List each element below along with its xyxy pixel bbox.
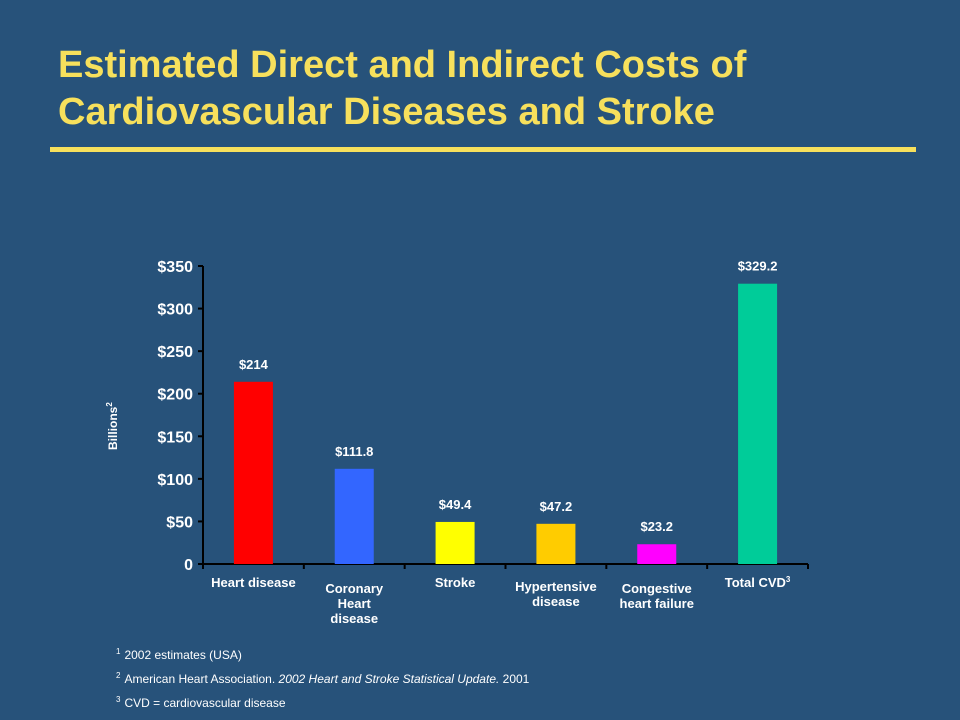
footnote-2: 2 American Heart Association. 2002 Heart … [116, 664, 529, 688]
footnote-marker: 3 [116, 695, 121, 704]
data-label: $49.4 [439, 497, 472, 512]
chart-labels: 0 $50 $100 $150 $200 $250 $300 $350 Billions2 $21… [105, 259, 791, 626]
bar-chart: 0 $50 $100 $150 $200 $250 $300 $350 Billions2 $21… [105, 259, 809, 626]
y-tick-label: $250 [157, 344, 193, 361]
data-label: $111.8 [335, 444, 373, 459]
y-tick-label: 0 [184, 557, 193, 574]
bar [334, 468, 374, 564]
footnote-text: 2002 estimates (USA) [124, 648, 242, 662]
footnote-3: 3 CVD = cardiovascular disease [116, 688, 529, 712]
data-label: $214 [239, 357, 269, 372]
footnote-marker: 2 [116, 671, 121, 680]
y-tick-label: $150 [157, 429, 193, 446]
footnote-text: American Heart Association. [124, 672, 279, 686]
y-tick-label: $50 [166, 514, 193, 531]
footnote-1: 1 2002 estimates (USA) [116, 640, 529, 664]
footnote-year: 2001 [499, 672, 530, 686]
x-tick-label: Heart disease [211, 575, 296, 590]
x-tick-label: Stroke [435, 575, 475, 590]
x-tick-label: Congestive heart failure [620, 581, 694, 611]
footnote-marker: 1 [116, 647, 121, 656]
title-underline [50, 147, 916, 152]
footnotes: 1 2002 estimates (USA) 2 American Heart As… [116, 640, 529, 712]
data-label: $47.2 [540, 499, 573, 514]
slide-title: Estimated Direct and Indirect Costs of C… [58, 44, 747, 133]
bar [536, 523, 576, 564]
bar [637, 544, 677, 564]
y-tick-label: $100 [157, 472, 193, 489]
footnote-text: CVD = cardiovascular disease [124, 696, 286, 710]
y-tick-label: $300 [157, 302, 193, 319]
data-label: $329.2 [738, 259, 778, 274]
x-tick-label: Total CVD3 [725, 575, 791, 590]
data-label: $23.2 [640, 519, 673, 534]
y-axis-title: Billions2 [105, 402, 120, 450]
bar [738, 283, 778, 564]
footnote-publication-title: 2002 Heart and Stroke Statistical Update… [278, 672, 500, 686]
chart-axes [198, 265, 809, 569]
chart-bars [233, 283, 778, 564]
y-tick-label: $350 [157, 259, 193, 276]
y-tick-label: $200 [157, 387, 193, 404]
x-tick-label: Hypertensive disease [515, 579, 597, 609]
bar [233, 381, 273, 564]
x-tick-label: Coronary Heart disease [325, 581, 384, 626]
bar [435, 521, 475, 564]
